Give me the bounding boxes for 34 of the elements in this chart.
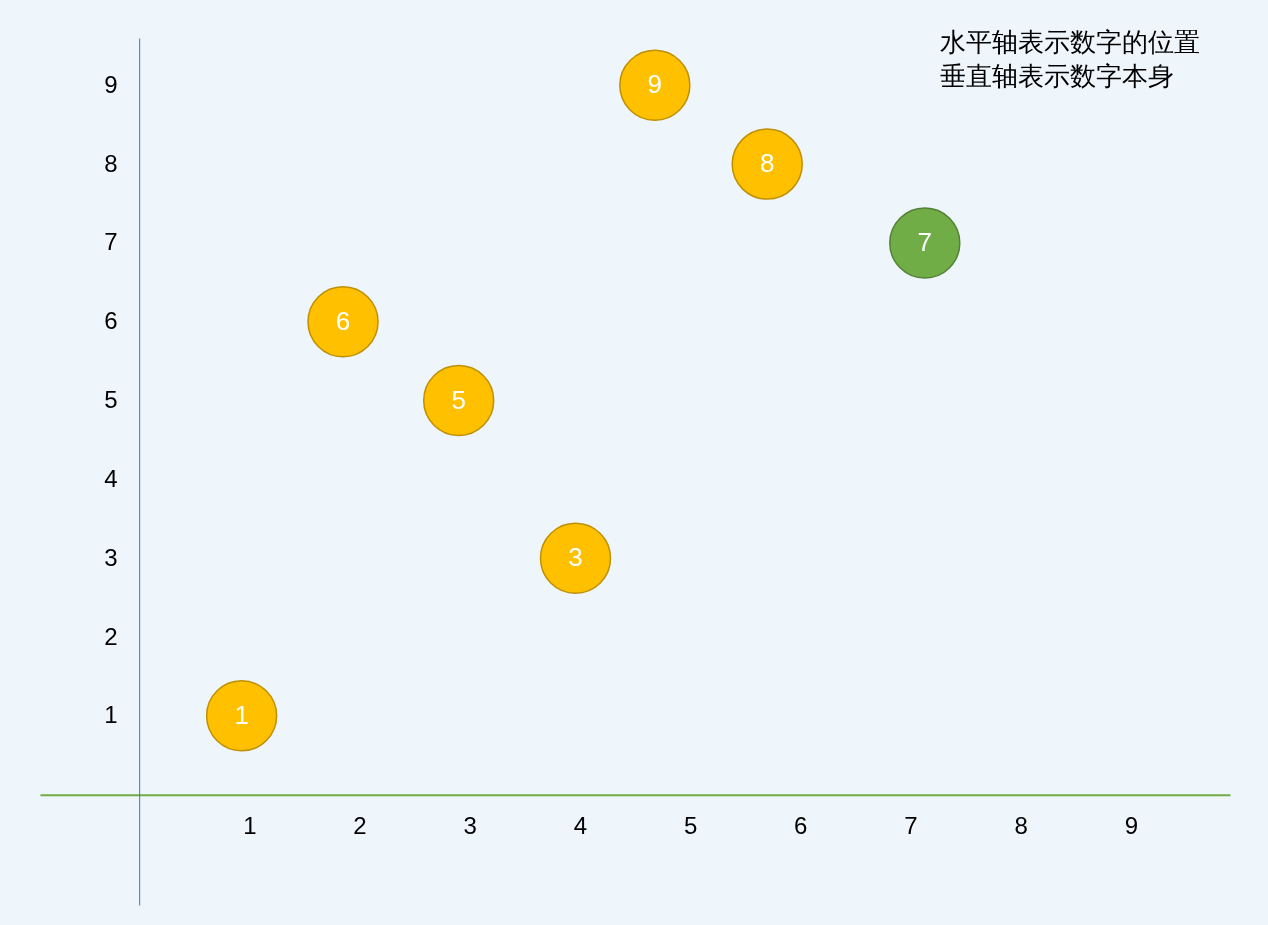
- data-label: 9: [647, 69, 663, 100]
- annotation: 水平轴表示数字的位置: [940, 27, 1200, 57]
- y-tick-label: 5: [104, 386, 118, 414]
- y-tick-label: 2: [104, 622, 118, 650]
- data-label: 5: [451, 384, 466, 415]
- data-label: 7: [917, 226, 933, 257]
- x-tick-label: 7: [904, 812, 918, 840]
- data-label: 3: [568, 542, 583, 573]
- annotation: 垂直轴表示数字本身: [940, 61, 1174, 91]
- y-tick-label: 7: [104, 228, 118, 256]
- x-tick-label: 8: [1014, 812, 1028, 840]
- x-tick-label: 2: [353, 812, 367, 840]
- x-tick-label: 6: [794, 812, 808, 840]
- x-tick-label: 3: [463, 812, 477, 840]
- data-label: 1: [234, 699, 249, 730]
- y-tick-label: 1: [104, 701, 118, 729]
- y-tick-label: 3: [104, 543, 118, 571]
- data-label: 6: [335, 305, 351, 336]
- point: [619, 49, 691, 121]
- point: [539, 522, 612, 594]
- y-tick-label: 8: [104, 149, 118, 177]
- point: [205, 680, 278, 752]
- x-tick-label: 9: [1124, 812, 1139, 840]
- point: [422, 364, 495, 437]
- point: [307, 286, 379, 358]
- point: [731, 128, 803, 200]
- data-label: 8: [759, 148, 775, 179]
- y-tick-label: 6: [104, 307, 118, 335]
- y-tick-label: 9: [104, 70, 118, 98]
- y-tick-label: 4: [104, 464, 118, 492]
- x-tick-label: 5: [683, 812, 698, 840]
- x-tick-label: 4: [573, 812, 588, 840]
- x-tick-label: 1: [243, 812, 257, 840]
- point: [889, 207, 961, 279]
